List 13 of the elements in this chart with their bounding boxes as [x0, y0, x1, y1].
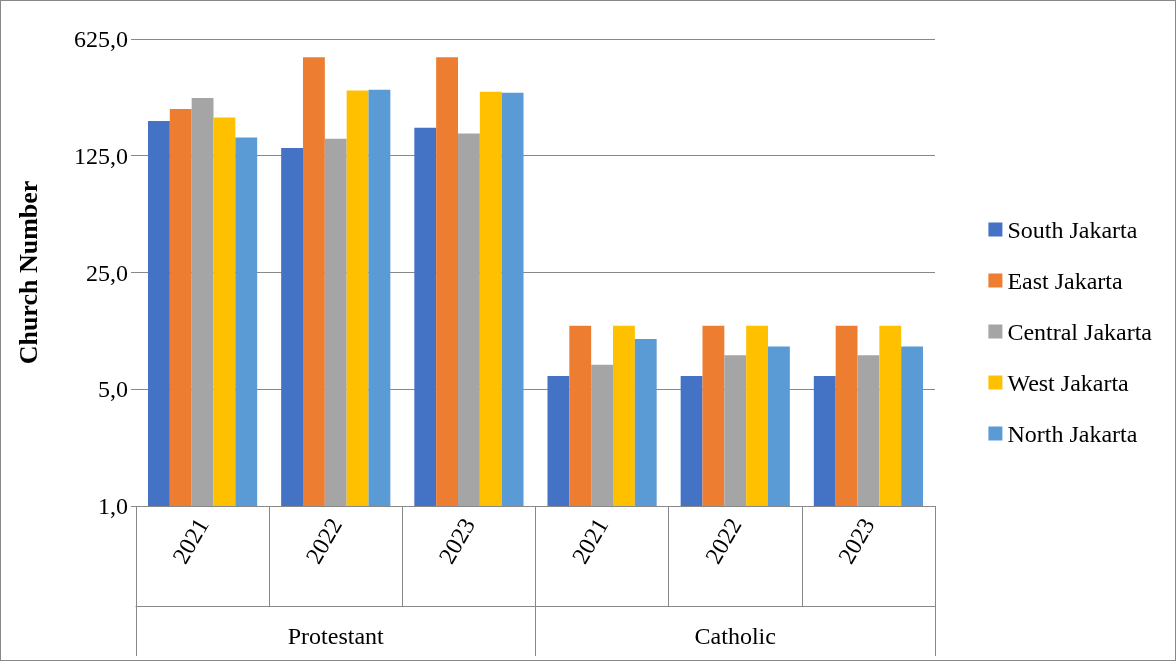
y-tick-label: 625,0 — [74, 26, 128, 52]
text: Catholic — [694, 623, 776, 649]
y-tick-label: 25,0 — [86, 259, 128, 286]
legend-label: North Jakarta — [1007, 420, 1138, 447]
legend-label: East Jakarta — [1007, 267, 1124, 294]
legend-label: West Jakarta — [1007, 369, 1130, 396]
y-tick-label: 1,0 — [98, 493, 128, 519]
y-tick-label: 125,0 — [74, 142, 128, 169]
y-axis-title: Church Number — [13, 180, 43, 365]
legend-label: Central Jakarta — [1007, 318, 1153, 345]
text: Protestant — [287, 623, 385, 649]
legend-label: South Jakarta — [1007, 216, 1138, 243]
y-tick-label: 5,0 — [98, 376, 128, 403]
